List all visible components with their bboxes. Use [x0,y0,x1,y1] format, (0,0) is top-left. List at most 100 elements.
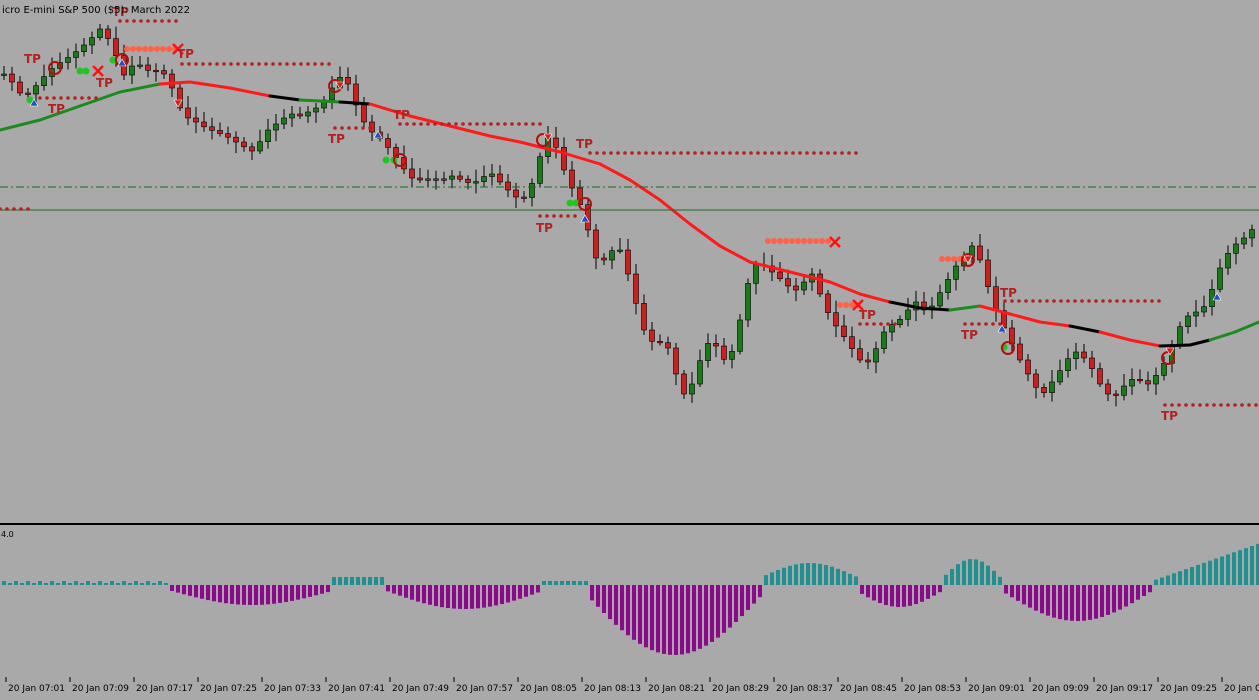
candle-body [417,177,423,181]
candle-body [217,130,223,134]
entry-dot [124,46,130,52]
histogram-bar-negative [170,585,174,591]
tp-dot [707,151,711,155]
tp-dot [517,122,521,126]
tp-dot [1010,299,1014,303]
histogram-bar-positive [380,577,384,585]
moving-average-segment [1128,338,1162,348]
candle-body [161,70,167,75]
time-tick-label: 20 Jan 09:33 [1224,684,1259,694]
entry-dot [801,238,807,244]
tp-dot [1157,299,1161,303]
histogram-bar-negative [698,585,702,649]
time-tick-label: 20 Jan 08:13 [584,684,641,694]
moving-average-segment [1188,338,1212,347]
candle-body [1185,315,1191,327]
histogram-bar-negative [404,585,408,598]
candle-body [921,301,927,311]
tp-dot [180,62,184,66]
moving-average-segment [268,94,302,102]
candle-body [593,229,599,259]
tp-dot [1170,403,1174,407]
tp-dot [1150,299,1154,303]
candle-body [625,249,631,275]
tp-dot [454,122,458,126]
histogram-bar-negative [458,585,462,609]
candle-body [185,107,191,119]
candle-body [977,245,983,261]
histogram-bar-positive [158,581,162,585]
candle-body [657,341,663,344]
tp-dot [714,151,718,155]
tp-label: TP [1161,409,1178,423]
tp-dot [686,151,690,155]
histogram-bar-positive [770,572,774,585]
tp-dot [201,62,205,66]
tp-dot [1212,403,1216,407]
candle-body [9,73,15,83]
entry-dot [166,46,172,52]
histogram-bar-negative [890,585,894,607]
histogram-bar-positive [1166,575,1170,585]
tp-dot [440,122,444,126]
tp-dot [222,62,226,66]
candle-body [649,329,655,342]
tp-dot [306,62,310,66]
candle-body [1081,351,1087,359]
histogram-bar-positive [1214,558,1218,585]
histogram-bar-negative [290,585,294,601]
tp-dot [573,214,577,218]
histogram-bar-positive [50,581,54,585]
candle-body [297,113,303,117]
histogram-bar-negative [752,585,756,604]
tp-dot [798,151,802,155]
signal-ring [961,253,975,267]
tp-label: TP [859,308,876,322]
tp-dot [865,322,869,326]
tp-dot [1087,299,1091,303]
histogram-bar-negative [530,585,534,595]
histogram-bar-positive [38,581,42,585]
tp-dot [658,151,662,155]
signal-ring [48,61,62,75]
tp-dot [977,322,981,326]
time-tick-label: 20 Jan 09:01 [968,684,1025,694]
candle-body [1121,385,1127,396]
histogram-bar-negative [662,585,666,654]
histogram-bar-negative [620,585,624,631]
moving-average-segment [628,178,662,202]
histogram-bar-positive [56,583,60,585]
candle-body [249,146,255,152]
tp-dot [194,62,198,66]
tp-dot [777,151,781,155]
candle-body [713,343,719,347]
tp-dot [313,62,317,66]
histogram-bar-negative [902,585,906,607]
tp-dot [893,322,897,326]
candle-body [569,169,575,189]
histogram-bar-positive [128,583,132,585]
tp-dot [153,19,157,23]
moving-average-segment [1098,330,1132,342]
tp-dot [1115,299,1119,303]
tp-dot [299,62,303,66]
candle-body [1025,359,1031,375]
time-tick-label: 20 Jan 08:21 [648,684,705,694]
candle-body [361,104,367,123]
histogram-bar-negative [860,585,864,594]
candle-body [441,178,447,181]
histogram-bar-negative [608,585,612,620]
histogram-bar-positive [782,567,786,585]
tp-dot [257,62,261,66]
candle-body [1137,379,1143,382]
moving-average-segment [828,280,862,296]
histogram-bar-negative [176,585,180,593]
histogram-bar-negative [758,585,762,598]
candle-body [785,278,791,287]
histogram-bar-negative [518,585,522,599]
histogram-bar-negative [278,585,282,603]
arrow-up-icon [997,324,1007,333]
time-tick-label: 20 Jan 09:09 [1032,684,1089,694]
histogram-bar-negative [1046,585,1050,616]
